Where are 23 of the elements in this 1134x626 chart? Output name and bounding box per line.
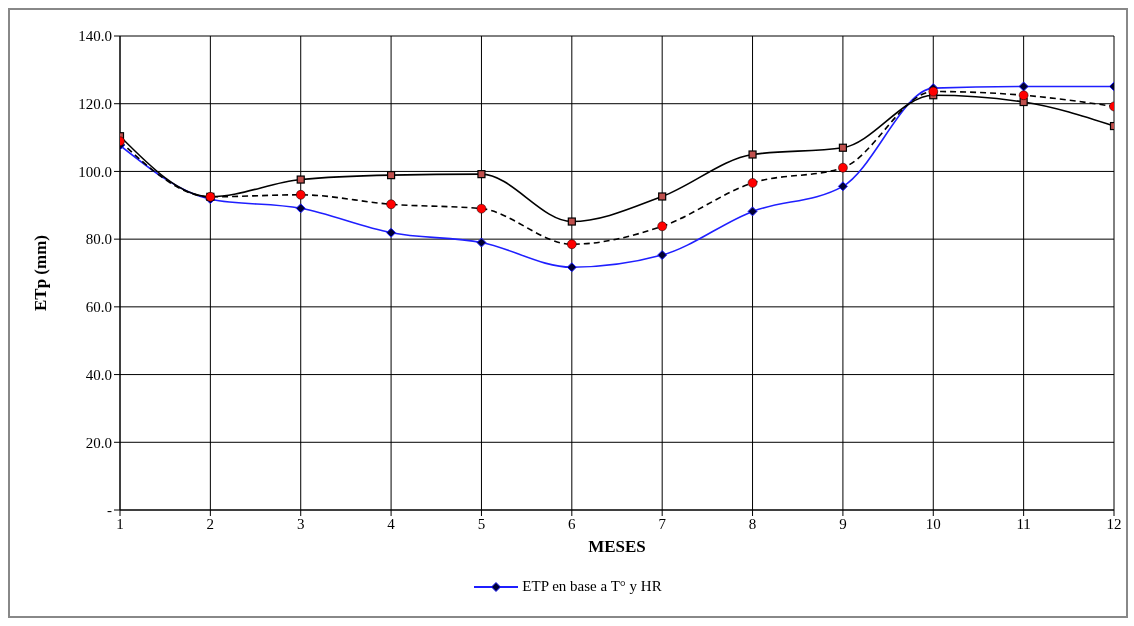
x-tick-label: 3 bbox=[296, 515, 305, 532]
legend-label: ETP en base a T° y HR bbox=[522, 578, 662, 595]
y-tick-label: 80.0 bbox=[85, 231, 112, 248]
x-axis-title: MESES bbox=[588, 537, 646, 556]
y-axis-title: ETp (mm) bbox=[31, 234, 51, 312]
x-tick-label: 9 bbox=[839, 515, 847, 532]
x-tick-label: 10 bbox=[925, 515, 941, 532]
y-tick-label: 40.0 bbox=[85, 366, 112, 383]
x-tick-label: 5 bbox=[477, 515, 486, 532]
y-tick-label: 140.0 bbox=[78, 28, 112, 45]
y-tick-label: 120.0 bbox=[78, 96, 112, 113]
x-tick-label: 4 bbox=[387, 515, 396, 532]
x-tick-label: 2 bbox=[206, 515, 215, 532]
y-tick-label: 60.0 bbox=[85, 299, 112, 316]
y-tick-label: 20.0 bbox=[85, 434, 112, 451]
x-tick-label: 6 bbox=[568, 515, 577, 532]
x-tick-label: 8 bbox=[748, 515, 757, 532]
y-tick-label: - bbox=[107, 502, 112, 519]
x-tick-label: 12 bbox=[1106, 515, 1122, 532]
x-tick-label: 11 bbox=[1016, 515, 1031, 532]
x-tick-label: 1 bbox=[116, 515, 124, 532]
x-tick-label: 7 bbox=[658, 515, 667, 532]
y-tick-label: 100.0 bbox=[78, 163, 112, 180]
